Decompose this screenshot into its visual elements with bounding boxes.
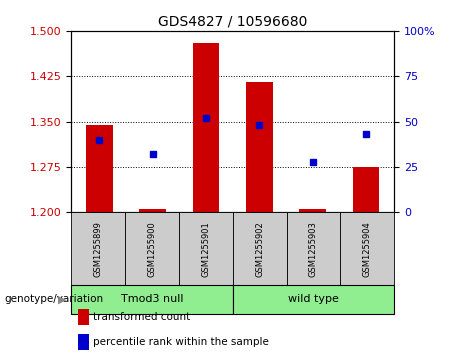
Text: percentile rank within the sample: percentile rank within the sample — [93, 337, 269, 347]
Text: transformed count: transformed count — [93, 312, 190, 322]
Text: genotype/variation: genotype/variation — [5, 294, 104, 305]
Bar — [86, 125, 113, 212]
Bar — [340, 212, 394, 285]
Text: GSM1255900: GSM1255900 — [148, 221, 157, 277]
Bar — [140, 209, 166, 212]
Bar — [125, 212, 179, 285]
Bar — [353, 167, 379, 212]
Text: GSM1255899: GSM1255899 — [94, 221, 103, 277]
Bar — [233, 212, 287, 285]
Bar — [71, 285, 233, 314]
Bar — [246, 82, 273, 212]
Text: GSM1255904: GSM1255904 — [363, 221, 372, 277]
Text: ▶: ▶ — [58, 294, 66, 305]
Bar — [233, 285, 394, 314]
Bar — [179, 212, 233, 285]
Text: Tmod3 null: Tmod3 null — [121, 294, 183, 305]
Bar — [71, 212, 125, 285]
Title: GDS4827 / 10596680: GDS4827 / 10596680 — [158, 14, 307, 28]
Text: GSM1255902: GSM1255902 — [255, 221, 264, 277]
Bar — [193, 43, 219, 212]
Bar — [287, 212, 340, 285]
Bar — [300, 209, 326, 212]
Text: GSM1255901: GSM1255901 — [201, 221, 210, 277]
Text: wild type: wild type — [288, 294, 339, 305]
Text: GSM1255903: GSM1255903 — [309, 221, 318, 277]
